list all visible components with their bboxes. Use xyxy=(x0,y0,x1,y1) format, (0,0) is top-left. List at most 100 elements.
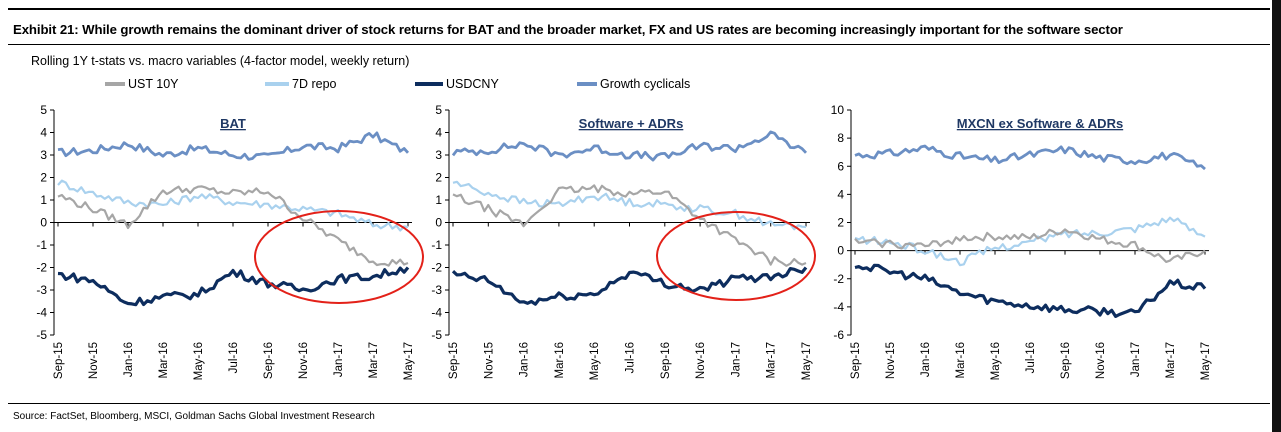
y-tick-label: -6 xyxy=(833,328,844,342)
y-tick-label: 5 xyxy=(435,103,442,117)
highlight-circle xyxy=(254,210,424,304)
series-line-ust-10y xyxy=(854,228,1206,263)
y-tick-label: 4 xyxy=(435,126,442,140)
x-tick-label: Jan-17 xyxy=(1130,342,1142,377)
y-tick-label: -4 xyxy=(36,306,47,320)
x-tick-label: May-16 xyxy=(589,342,601,380)
x-tick-label: Mar-17 xyxy=(368,342,380,378)
y-tick-label: 5 xyxy=(40,103,47,117)
x-tick-label: Mar-16 xyxy=(955,342,967,378)
x-tick-label: Nov-15 xyxy=(88,342,100,379)
legend-item-7d-repo: 7D repo xyxy=(265,77,336,91)
x-tick-label: Jul-16 xyxy=(1025,342,1037,373)
x-tick-label: Sep-15 xyxy=(53,342,65,379)
legend-label: UST 10Y xyxy=(128,77,179,91)
x-tick-label: Jan-16 xyxy=(123,342,135,377)
y-tick-label: -5 xyxy=(36,328,47,342)
highlight-circle xyxy=(656,211,816,301)
source-note: Source: FactSet, Bloomberg, MSCI, Goldma… xyxy=(13,411,375,422)
x-tick-label: Nov-16 xyxy=(1095,342,1107,379)
y-tick-label: -5 xyxy=(431,328,442,342)
series-line-growth-cyclicals xyxy=(451,130,808,162)
y-tick-label: 0 xyxy=(435,216,442,230)
x-tick-label: May-17 xyxy=(403,342,415,380)
y-tick-label: -3 xyxy=(431,283,442,297)
series-line-ust-10y xyxy=(57,185,409,267)
source-rule xyxy=(8,403,1270,404)
chart-subtitle: Rolling 1Y t-stats vs. macro variables (… xyxy=(31,54,410,68)
y-tick-label: 4 xyxy=(40,126,47,140)
y-tick-label: 2 xyxy=(40,171,47,185)
y-tick-label: 1 xyxy=(435,193,442,207)
x-tick-label: May-16 xyxy=(193,342,205,380)
y-tick-label: -2 xyxy=(431,261,442,275)
series-line-growth-cyclicals xyxy=(854,144,1206,171)
x-tick-label: Sep-16 xyxy=(660,342,672,379)
top-rule xyxy=(8,8,1270,10)
series-line-ust-10y xyxy=(452,184,807,267)
y-tick-label: -4 xyxy=(833,300,844,314)
x-tick-label: Sep-15 xyxy=(850,342,862,379)
y-tick-label: 6 xyxy=(837,159,844,173)
exhibit-title: Exhibit 21: While growth remains the dom… xyxy=(13,22,1123,37)
series-line-7d-repo xyxy=(854,216,1206,267)
x-tick-label: Sep-16 xyxy=(263,342,275,379)
legend-swatch xyxy=(265,82,289,86)
legend-label: Growth cyclicals xyxy=(600,77,691,91)
series-line-usdcny xyxy=(451,266,808,306)
x-tick-label: Mar-17 xyxy=(1165,342,1177,378)
legend-swatch xyxy=(415,82,443,86)
legend-item-usdcny: USDCNY xyxy=(415,77,499,91)
x-tick-label: Jan-16 xyxy=(519,342,531,377)
y-tick-label: -2 xyxy=(833,272,844,286)
x-tick-label: Mar-16 xyxy=(158,342,170,378)
series-line-usdcny xyxy=(57,266,410,307)
y-tick-label: 2 xyxy=(435,171,442,185)
y-tick-label: 3 xyxy=(40,148,47,162)
window-edge xyxy=(1272,0,1281,432)
y-tick-label: 10 xyxy=(831,103,845,117)
x-tick-label: Nov-15 xyxy=(483,342,495,379)
legend-swatch xyxy=(105,82,125,86)
panel-title: Software + ADRs xyxy=(579,116,684,131)
x-tick-label: Sep-16 xyxy=(1060,342,1072,379)
y-tick-label: -1 xyxy=(431,238,442,252)
x-tick-label: May-16 xyxy=(990,342,1002,380)
series-line-7d-repo xyxy=(57,179,409,232)
y-tick-label: 3 xyxy=(435,148,442,162)
x-tick-label: Nov-16 xyxy=(298,342,310,379)
y-tick-label: -4 xyxy=(431,306,442,320)
y-tick-label: 8 xyxy=(837,131,844,145)
y-tick-label: -1 xyxy=(36,238,47,252)
series-line-7d-repo xyxy=(452,180,807,231)
x-tick-label: May-17 xyxy=(1200,342,1212,380)
legend-label: 7D repo xyxy=(292,77,337,91)
x-tick-label: Jan-16 xyxy=(920,342,932,377)
title-rule xyxy=(8,44,1270,45)
series-line-usdcny xyxy=(854,263,1207,318)
y-tick-label: 0 xyxy=(837,244,844,258)
y-tick-label: -3 xyxy=(36,283,47,297)
panel-title: MXCN ex Software & ADRs xyxy=(957,116,1123,131)
legend-item-growth-cyclicals: Growth cyclicals xyxy=(577,77,690,91)
x-tick-label: Nov-15 xyxy=(885,342,897,379)
x-tick-label: Sep-15 xyxy=(448,342,460,379)
y-tick-label: -2 xyxy=(36,261,47,275)
x-tick-label: Jan-17 xyxy=(333,342,345,377)
y-tick-label: 0 xyxy=(40,216,47,230)
legend-swatch xyxy=(577,82,597,86)
legend-label: USDCNY xyxy=(446,77,499,91)
y-tick-label: 4 xyxy=(837,187,844,201)
x-tick-label: May-17 xyxy=(801,342,813,380)
series-line-growth-cyclicals xyxy=(57,131,410,161)
x-tick-label: Jul-16 xyxy=(228,342,240,373)
x-tick-label: Nov-16 xyxy=(695,342,707,379)
legend-item-ust10y: UST 10Y xyxy=(105,77,179,91)
y-tick-label: 2 xyxy=(837,216,844,230)
x-tick-label: Jul-16 xyxy=(625,342,637,373)
x-tick-label: Jan-17 xyxy=(730,342,742,377)
panel-title: BAT xyxy=(220,116,246,131)
x-tick-label: Mar-17 xyxy=(766,342,778,378)
y-tick-label: 1 xyxy=(40,193,47,207)
